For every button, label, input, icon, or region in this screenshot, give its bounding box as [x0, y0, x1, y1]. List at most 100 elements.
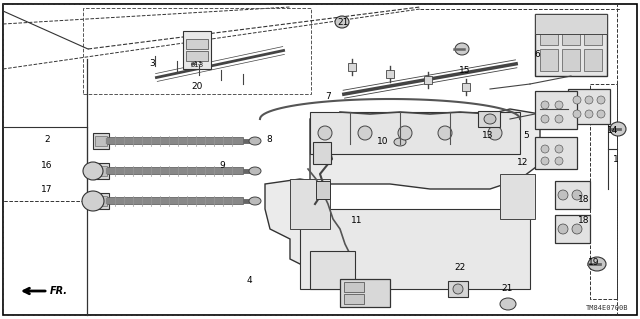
Bar [462, 83, 470, 91]
Bar [95, 196, 107, 206]
Ellipse shape [610, 122, 626, 136]
Bar [424, 76, 432, 84]
Bar [386, 70, 394, 78]
Bar [448, 281, 468, 297]
Bar [568, 89, 610, 124]
Text: ø13: ø13 [191, 61, 203, 65]
Ellipse shape [572, 224, 582, 234]
Bar [555, 181, 590, 209]
Bar [186, 39, 208, 49]
Ellipse shape [558, 190, 568, 200]
Ellipse shape [488, 126, 502, 140]
Bar [95, 166, 107, 176]
Ellipse shape [555, 115, 563, 123]
Text: 19: 19 [588, 258, 600, 267]
Ellipse shape [555, 101, 563, 109]
Text: 22: 22 [454, 263, 465, 272]
Ellipse shape [555, 145, 563, 153]
Bar [183, 31, 211, 69]
Text: 12: 12 [516, 158, 528, 167]
Bar [562, 49, 580, 71]
Bar [313, 142, 331, 164]
Bar [540, 23, 558, 45]
Bar [500, 174, 535, 219]
Text: 1: 1 [614, 155, 619, 164]
Ellipse shape [558, 224, 568, 234]
Bar [310, 112, 520, 154]
Bar [83, 8, 311, 94]
Ellipse shape [82, 191, 104, 211]
Ellipse shape [573, 110, 581, 118]
Ellipse shape [83, 162, 103, 180]
Ellipse shape [455, 43, 469, 55]
Text: 6: 6 [535, 50, 540, 59]
Bar [186, 51, 208, 61]
Text: ø13: ø13 [190, 62, 204, 68]
Ellipse shape [358, 126, 372, 140]
Bar [535, 14, 607, 34]
Ellipse shape [585, 96, 593, 104]
Bar [340, 279, 390, 307]
Ellipse shape [555, 157, 563, 165]
Bar [555, 215, 590, 243]
Ellipse shape [541, 115, 549, 123]
Text: 18: 18 [578, 216, 589, 225]
Text: 14: 14 [607, 126, 619, 135]
Text: 16: 16 [41, 161, 52, 170]
Ellipse shape [597, 110, 605, 118]
Text: 20: 20 [191, 82, 203, 91]
Ellipse shape [541, 157, 549, 165]
Ellipse shape [572, 190, 582, 200]
Bar [348, 63, 356, 71]
Text: 8: 8 [266, 135, 271, 144]
Text: 21: 21 [501, 284, 513, 293]
Text: 15: 15 [459, 66, 470, 75]
Text: 18: 18 [578, 195, 589, 204]
Ellipse shape [597, 96, 605, 104]
Bar [93, 193, 109, 209]
Ellipse shape [249, 137, 261, 145]
Bar [344, 294, 364, 304]
Ellipse shape [394, 138, 406, 146]
Text: TM84E0700B: TM84E0700B [586, 305, 628, 311]
Bar [584, 23, 602, 45]
Ellipse shape [249, 197, 261, 205]
Ellipse shape [585, 110, 593, 118]
Ellipse shape [249, 167, 261, 175]
Text: 3: 3 [150, 59, 155, 68]
Bar [535, 14, 607, 76]
Bar [478, 111, 500, 127]
Bar [310, 251, 355, 289]
Ellipse shape [541, 101, 549, 109]
Ellipse shape [484, 114, 496, 124]
Bar [290, 179, 330, 229]
Text: 9: 9 [220, 161, 225, 170]
Bar [535, 91, 577, 129]
Ellipse shape [500, 298, 516, 310]
Ellipse shape [541, 145, 549, 153]
Text: FR.: FR. [50, 286, 68, 296]
Text: 4: 4 [247, 276, 252, 285]
Bar [562, 23, 580, 45]
Bar [95, 136, 107, 146]
Text: 2: 2 [44, 135, 49, 144]
Bar [535, 137, 577, 169]
Text: 21: 21 [337, 19, 349, 27]
Bar [344, 282, 364, 292]
Ellipse shape [318, 126, 332, 140]
Bar [584, 49, 602, 71]
Ellipse shape [335, 16, 349, 28]
Text: 13: 13 [482, 131, 493, 140]
Ellipse shape [453, 284, 463, 294]
Text: 10: 10 [377, 137, 388, 146]
Ellipse shape [588, 257, 606, 271]
Bar [316, 181, 330, 199]
Text: 7: 7 [325, 92, 330, 101]
Ellipse shape [438, 126, 452, 140]
Text: 5: 5 [524, 131, 529, 140]
Ellipse shape [573, 96, 581, 104]
Bar [300, 209, 530, 289]
Bar [540, 49, 558, 71]
Bar [93, 133, 109, 149]
Polygon shape [265, 109, 540, 289]
